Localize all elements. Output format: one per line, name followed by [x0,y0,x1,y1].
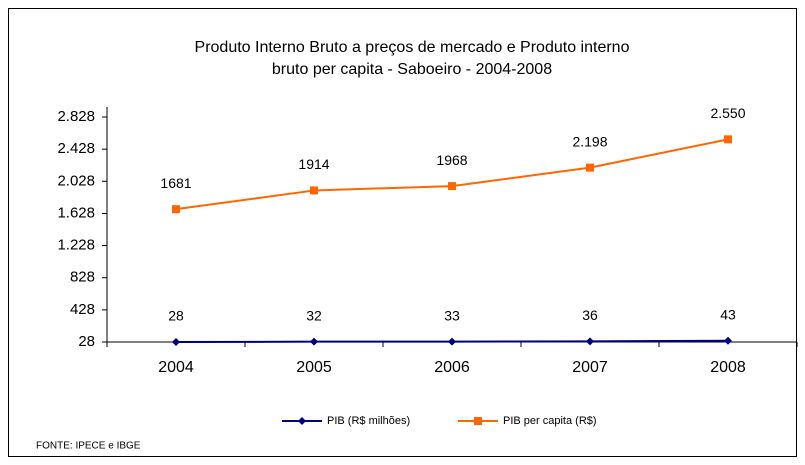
point-marker [172,338,180,346]
point-marker [310,186,318,195]
chart-border [8,8,797,457]
y-tick-label: 1.228 [57,237,95,254]
legend-label: PIB per capita (R$) [503,415,597,427]
data-label: 32 [306,307,322,323]
point-marker [172,205,180,214]
point-marker [586,163,594,172]
point-marker [310,337,318,346]
point-marker [298,417,306,425]
y-tick-label: 2.028 [57,172,95,189]
point-marker [724,135,732,144]
y-tick-label: 28 [78,333,95,350]
data-label: 2.198 [572,133,607,149]
x-tick-label: 2005 [296,359,332,376]
y-tick-label: 828 [70,269,95,286]
data-label: 33 [444,307,460,323]
x-tick-label: 2006 [434,359,470,376]
y-tick-label: 428 [70,301,95,318]
y-tick-label: 2.828 [57,108,95,125]
data-label: 2.550 [710,105,745,121]
data-label: 43 [720,306,736,322]
x-tick-label: 2007 [572,359,608,376]
point-marker [724,336,732,345]
data-label: 1681 [160,175,191,191]
data-label: 1968 [436,152,467,168]
point-marker [448,182,456,191]
source-note: FONTE: IPECE e IBGE [36,441,141,452]
chart-title: bruto per capita - Saboeiro - 2004-2008 [272,61,552,78]
data-label: 36 [582,307,598,323]
point-marker [586,337,594,346]
x-tick-label: 2008 [710,359,746,376]
chart-title: Produto Interno Bruto a preços de mercad… [195,39,630,56]
y-tick-label: 1.628 [57,204,95,221]
y-tick-label: 2.428 [57,140,95,157]
point-marker [474,417,482,425]
data-label: 1914 [298,156,329,172]
x-tick-label: 2004 [158,359,194,376]
point-marker [448,337,456,346]
data-label: 28 [168,308,184,324]
legend-label: PIB (R$ milhões) [327,415,410,427]
